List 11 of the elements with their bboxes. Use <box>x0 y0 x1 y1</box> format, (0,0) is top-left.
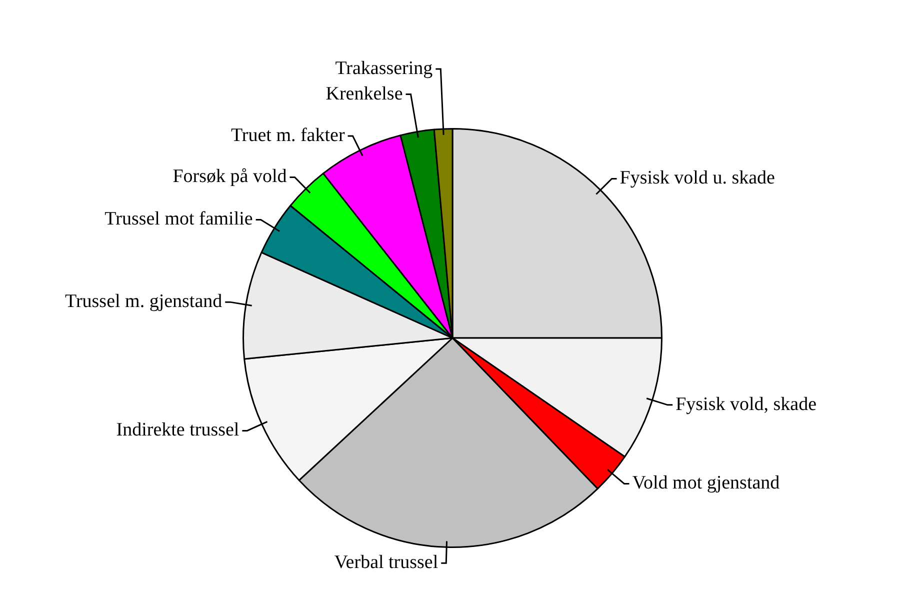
slice-label: Fysisk vold u. skade <box>620 168 775 189</box>
slice-label: Trakassering <box>335 58 434 79</box>
slice-label: Trussel m. gjenstand <box>65 291 223 312</box>
slice-label: Indirekte trussel <box>116 420 240 441</box>
slice-label: Krenkelse <box>326 83 403 104</box>
slice-label: Fysisk vold, skade <box>676 394 817 415</box>
slice-label: Vold mot gjenstand <box>632 472 780 494</box>
slice-label: Truet m. fakter <box>230 125 346 146</box>
slice-label: Trussel mot familie <box>104 208 253 230</box>
slice-label: Verbal trussel <box>334 552 438 574</box>
slice-label: Forsøk på vold <box>172 166 288 188</box>
